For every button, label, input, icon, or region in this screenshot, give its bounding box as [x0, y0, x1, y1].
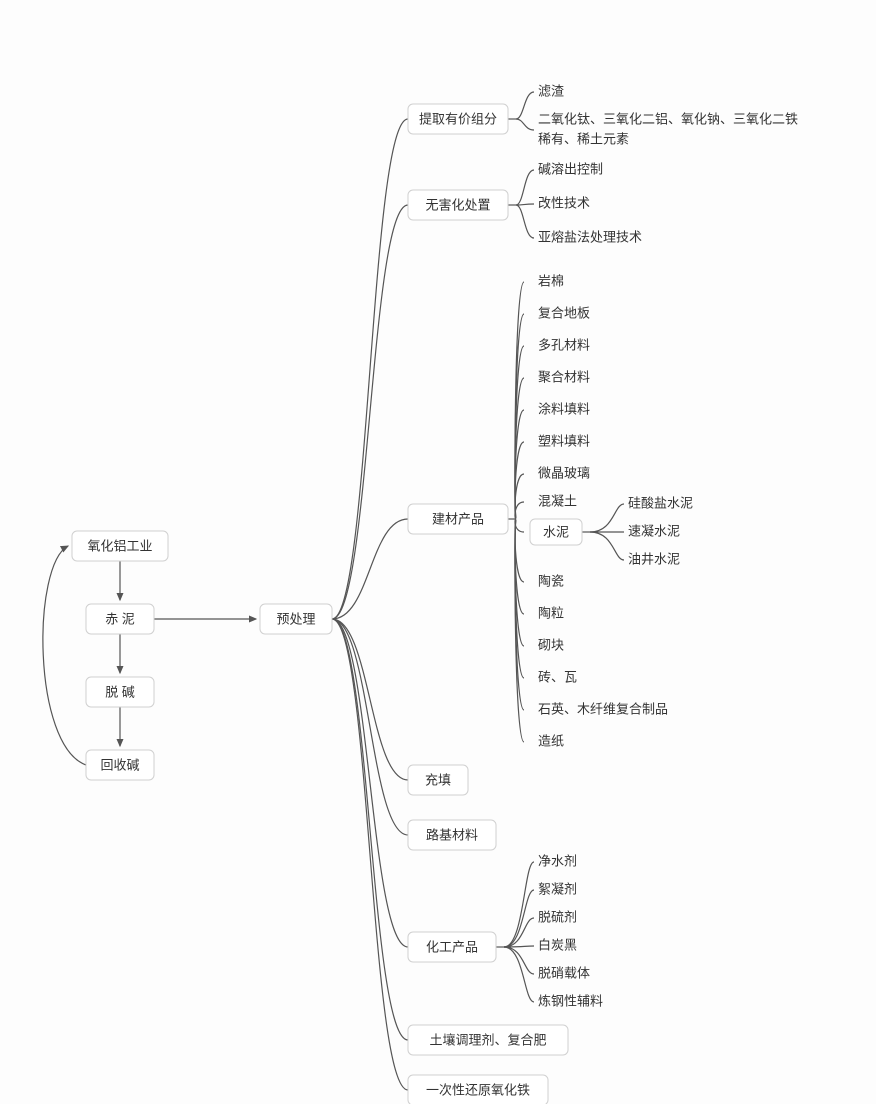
- node-label-b_fill: 充填: [425, 772, 451, 787]
- leaf-cement_children-1: 速凝水泥: [628, 523, 680, 538]
- leaf-build-3: 聚合材料: [538, 369, 590, 384]
- fork-build-7: [515, 502, 524, 519]
- node-label-b_extract: 提取有价组分: [419, 111, 497, 126]
- node-label-b_soil: 土壤调理剂、复合肥: [429, 1032, 546, 1047]
- leaf-build-10: 砌块: [538, 637, 564, 652]
- leaf-build-0: 岩棉: [538, 273, 564, 288]
- fork-harmless-2: [516, 205, 534, 238]
- node-redmud: 赤 泥: [86, 604, 154, 634]
- branch-b_fill: [332, 619, 408, 780]
- node-pretreat: 预处理: [260, 604, 332, 634]
- node-label-cement: 水泥: [543, 524, 569, 539]
- fork-extract-1: [516, 119, 534, 130]
- leaf-build-11: 砖、瓦: [538, 669, 577, 684]
- leaf-cement_children-2: 油井水泥: [628, 551, 680, 566]
- branch-b_iron: [332, 619, 408, 1090]
- branch-b_chem: [332, 619, 408, 947]
- fork-extract-0: [516, 92, 534, 119]
- node-alumina: 氧化铝工业: [72, 531, 168, 561]
- node-label-dealkali: 脱 碱: [105, 684, 135, 699]
- leaf-build-8: 陶瓷: [538, 573, 564, 588]
- leaf-extract-0: 滤渣: [538, 83, 564, 98]
- branch-b_road: [332, 619, 408, 835]
- node-b_chem: 化工产品: [408, 932, 496, 962]
- branch-b_soil: [332, 619, 408, 1040]
- leaf-chem-2: 脱硫剂: [538, 909, 577, 924]
- leaf-build-5: 塑料填料: [538, 433, 590, 448]
- flow-diagram: 氧化铝工业赤 泥脱 碱回收碱 预处理 提取有价组分无害化处置建材产品充填路基材料化工…: [0, 0, 876, 1104]
- node-label-b_iron: 一次性还原氧化铁: [426, 1082, 530, 1097]
- fork-build-6: [515, 474, 524, 519]
- node-b_iron: 一次性还原氧化铁: [408, 1075, 548, 1104]
- node-cement: 水泥: [530, 519, 582, 545]
- fork-cement-2: [590, 532, 624, 560]
- leaf-chem-1: 絮凝剂: [538, 881, 577, 896]
- leaf-build-6: 微晶玻璃: [538, 465, 590, 480]
- node-b_harmless: 无害化处置: [408, 190, 508, 220]
- leaf-harmless-1: 改性技术: [538, 195, 590, 210]
- leaf-harmless-2: 亚熔盐法处理技术: [538, 229, 642, 244]
- leaf-cement_children-0: 硅酸盐水泥: [628, 495, 693, 510]
- node-label-b_harmless: 无害化处置: [425, 197, 490, 212]
- leaf-chem-5: 炼钢性辅料: [538, 993, 603, 1008]
- branch-b_extract: [332, 119, 408, 619]
- fork-harmless-0: [516, 170, 534, 205]
- node-label-recover: 回收碱: [100, 757, 139, 772]
- node-label-redmud: 赤 泥: [105, 611, 135, 626]
- leaf-harmless-0: 碱溶出控制: [538, 161, 603, 176]
- leaf-build-13: 造纸: [538, 733, 564, 748]
- node-b_fill: 充填: [408, 765, 468, 795]
- node-label-b_road: 路基材料: [426, 827, 478, 842]
- branch-edges: [332, 119, 408, 1090]
- leaf-build-12: 石英、木纤维复合制品: [538, 701, 668, 716]
- leaf-build-7: 混凝土: [538, 493, 577, 508]
- leaf-chem-0: 净水剂: [538, 853, 577, 868]
- leaf-chem-3: 白炭黑: [538, 937, 577, 952]
- node-label-b_build: 建材产品: [432, 511, 484, 526]
- fork-chem-4: [504, 947, 534, 974]
- leaf-extract-2: 稀有、稀土元素: [538, 131, 629, 146]
- leaf-build-9: 陶粒: [538, 605, 564, 620]
- node-dealkali: 脱 碱: [86, 677, 154, 707]
- node-b_extract: 提取有价组分: [408, 104, 508, 134]
- branch-b_harmless: [332, 205, 408, 619]
- leaf-extract-1: 二氧化钛、三氧化二铝、氧化钠、三氧化二铁: [538, 111, 798, 126]
- node-recover: 回收碱: [86, 750, 154, 780]
- fork-build-8: [515, 519, 524, 532]
- leaf-build-4: 涂料填料: [538, 401, 590, 416]
- node-b_soil: 土壤调理剂、复合肥: [408, 1025, 568, 1055]
- edge-recover-to-alumina: [43, 546, 86, 765]
- leaf-chem-4: 脱硝载体: [538, 965, 590, 980]
- node-b_build: 建材产品: [408, 504, 508, 534]
- fork-cement-0: [590, 504, 624, 532]
- node-label-alumina: 氧化铝工业: [87, 538, 152, 553]
- node-b_road: 路基材料: [408, 820, 496, 850]
- node-label-b_chem: 化工产品: [426, 939, 478, 954]
- leaf-build-2: 多孔材料: [538, 337, 590, 352]
- node-label-pretreat: 预处理: [276, 611, 315, 626]
- node-boxes: 氧化铝工业赤 泥脱 碱回收碱 预处理 提取有价组分无害化处置建材产品充填路基材料化工…: [72, 104, 582, 1104]
- leaf-build-1: 复合地板: [538, 305, 590, 320]
- leaf-labels: 滤渣二氧化钛、三氧化二铝、氧化钠、三氧化二铁稀有、稀土元素碱溶出控制改性技术亚熔…: [538, 83, 798, 1008]
- fork-chem-0: [504, 862, 534, 947]
